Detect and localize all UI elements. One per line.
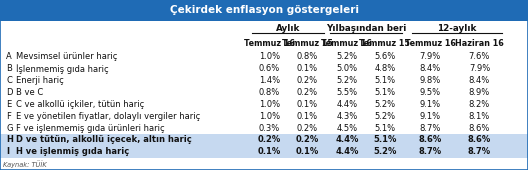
Text: 8.7%: 8.7%	[419, 147, 442, 156]
Text: E ve yönetilen fiyatlar, dolaylı vergiler hariç: E ve yönetilen fiyatlar, dolaylı vergile…	[16, 112, 200, 121]
Text: 0.3%: 0.3%	[259, 124, 280, 133]
Text: 8.4%: 8.4%	[469, 76, 490, 85]
Text: 4.4%: 4.4%	[335, 147, 359, 156]
Text: Aylık: Aylık	[276, 24, 300, 33]
Text: 8.9%: 8.9%	[469, 88, 490, 97]
Text: 8.6%: 8.6%	[419, 135, 442, 144]
Text: 5.2%: 5.2%	[373, 147, 397, 156]
Text: H: H	[6, 135, 13, 144]
Text: 5.2%: 5.2%	[374, 112, 395, 121]
Text: 4.4%: 4.4%	[336, 100, 357, 109]
Text: 0.1%: 0.1%	[296, 147, 319, 156]
Text: F: F	[6, 112, 11, 121]
Text: 1.4%: 1.4%	[259, 76, 280, 85]
Text: 5.1%: 5.1%	[374, 76, 395, 85]
Text: 7.9%: 7.9%	[420, 52, 441, 61]
Text: 0.2%: 0.2%	[297, 88, 318, 97]
Text: 0.8%: 0.8%	[259, 88, 280, 97]
Text: 0.1%: 0.1%	[297, 64, 318, 73]
Text: 4.4%: 4.4%	[335, 135, 359, 144]
Text: 0.1%: 0.1%	[258, 147, 281, 156]
Bar	[0, 146, 528, 158]
Text: 7.6%: 7.6%	[469, 52, 490, 61]
Text: 8.4%: 8.4%	[420, 64, 441, 73]
Text: 9.1%: 9.1%	[420, 100, 441, 109]
Text: B ve C: B ve C	[16, 88, 43, 97]
Text: B: B	[6, 64, 12, 73]
Text: 5.1%: 5.1%	[373, 135, 397, 144]
Text: C ve alkollü içkiler, tütün hariç: C ve alkollü içkiler, tütün hariç	[16, 100, 144, 109]
Text: H ve işlenmiş gıda hariç: H ve işlenmiş gıda hariç	[16, 147, 129, 156]
Text: D: D	[6, 88, 13, 97]
Text: 0.2%: 0.2%	[297, 124, 318, 133]
Text: 5.6%: 5.6%	[374, 52, 395, 61]
Text: Çekirdek enflasyon göstergeleri: Çekirdek enflasyon göstergeleri	[169, 5, 359, 15]
Text: Temmuz 16: Temmuz 16	[322, 39, 372, 48]
Text: 0.2%: 0.2%	[296, 135, 319, 144]
Text: Mevsimsel ürünler hariç: Mevsimsel ürünler hariç	[16, 52, 117, 61]
Bar	[0, 0, 528, 21]
Text: 5.2%: 5.2%	[336, 76, 357, 85]
Text: D ve tütün, alkollü içecek, altın hariç: D ve tütün, alkollü içecek, altın hariç	[16, 135, 192, 144]
Bar	[0, 134, 528, 146]
Text: 1.0%: 1.0%	[259, 100, 280, 109]
Text: 0.1%: 0.1%	[297, 112, 318, 121]
Text: G: G	[6, 124, 13, 133]
Text: Yılbaşından beri: Yılbaşından beri	[326, 24, 407, 33]
Text: E: E	[6, 100, 12, 109]
Text: 0.2%: 0.2%	[297, 76, 318, 85]
Text: 7.9%: 7.9%	[469, 64, 490, 73]
Text: 9.5%: 9.5%	[420, 88, 441, 97]
Text: 9.1%: 9.1%	[420, 112, 441, 121]
Text: 0.2%: 0.2%	[258, 135, 281, 144]
Text: 0.8%: 0.8%	[297, 52, 318, 61]
Text: Temmuz 15: Temmuz 15	[282, 39, 333, 48]
Text: 0.6%: 0.6%	[259, 64, 280, 73]
Text: 4.3%: 4.3%	[336, 112, 357, 121]
Text: 8.6%: 8.6%	[469, 124, 490, 133]
Text: 5.0%: 5.0%	[336, 64, 357, 73]
Text: Haziran 16: Haziran 16	[455, 39, 504, 48]
Text: F ve işlenmemiş gıda ürünleri hariç: F ve işlenmemiş gıda ürünleri hariç	[16, 124, 164, 133]
Text: Temmuz 16: Temmuz 16	[244, 39, 295, 48]
Text: 12-aylık: 12-aylık	[437, 24, 476, 33]
Text: 4.8%: 4.8%	[374, 64, 395, 73]
Text: 8.6%: 8.6%	[468, 135, 491, 144]
Text: 5.1%: 5.1%	[374, 124, 395, 133]
Text: Enerji hariç: Enerji hariç	[16, 76, 63, 85]
Text: 5.2%: 5.2%	[336, 52, 357, 61]
Text: 0.1%: 0.1%	[297, 100, 318, 109]
Text: 1.0%: 1.0%	[259, 112, 280, 121]
Text: İşlenmemiş gıda hariç: İşlenmemiş gıda hariç	[16, 64, 108, 74]
Text: 5.5%: 5.5%	[336, 88, 357, 97]
Text: 8.2%: 8.2%	[469, 100, 490, 109]
Text: 1.0%: 1.0%	[259, 52, 280, 61]
Text: 4.5%: 4.5%	[336, 124, 357, 133]
Text: Temmuz 15: Temmuz 15	[360, 39, 410, 48]
Text: Temmuz 16: Temmuz 16	[405, 39, 456, 48]
Text: I: I	[6, 147, 10, 156]
Text: 8.7%: 8.7%	[420, 124, 441, 133]
Text: C: C	[6, 76, 12, 85]
Text: 8.7%: 8.7%	[468, 147, 491, 156]
Text: 5.2%: 5.2%	[374, 100, 395, 109]
Text: 5.1%: 5.1%	[374, 88, 395, 97]
Text: Kaynak: TÜİK: Kaynak: TÜİK	[3, 160, 46, 168]
Text: A: A	[6, 52, 12, 61]
Text: 9.8%: 9.8%	[420, 76, 441, 85]
Text: 8.1%: 8.1%	[469, 112, 490, 121]
